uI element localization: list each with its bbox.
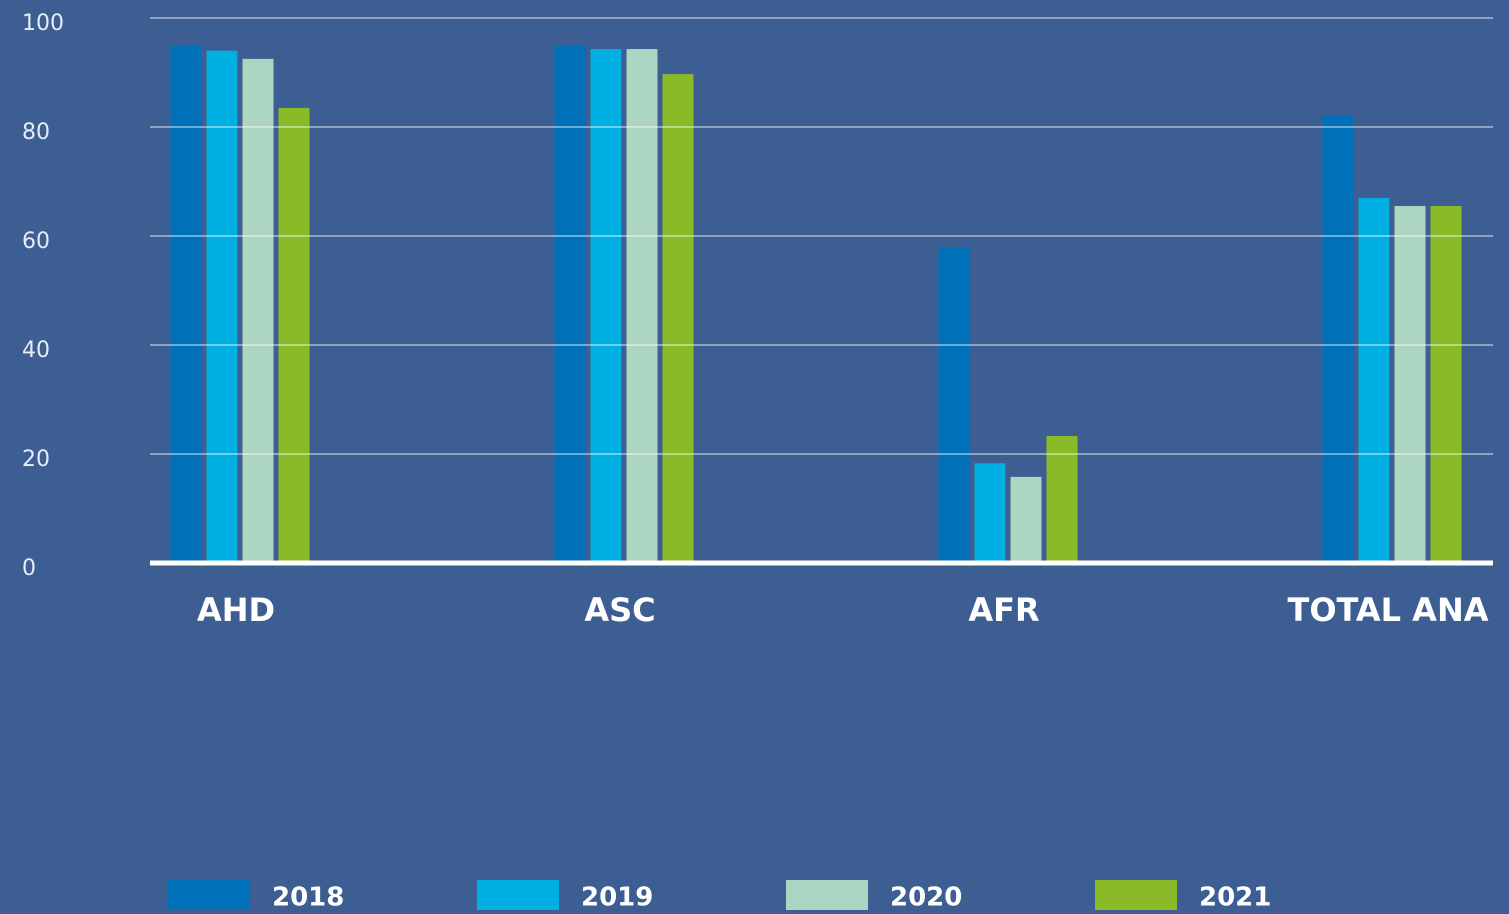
y-tick-label: 20: [22, 447, 50, 472]
legend-swatch: [168, 880, 250, 910]
bar: [242, 58, 274, 563]
bar: [974, 463, 1006, 563]
x-tick-label: ASC: [584, 591, 655, 629]
bar: [278, 107, 310, 564]
legend-label: 2020: [890, 883, 962, 913]
bar: [1322, 115, 1354, 563]
legend-swatch: [786, 880, 868, 910]
x-tick-label: TOTAL ANA: [1288, 591, 1489, 629]
y-tick-label: 0: [22, 556, 36, 581]
bar: [170, 45, 202, 563]
bar: [1394, 206, 1426, 563]
bar: [938, 247, 970, 564]
bar: [626, 49, 658, 563]
y-tick-label: 40: [22, 338, 50, 363]
bar: [1358, 197, 1390, 563]
y-tick-label: 60: [22, 229, 50, 254]
bar: [662, 74, 694, 563]
x-tick-label: AHD: [197, 591, 275, 629]
y-tick-label: 80: [22, 120, 50, 145]
legend-label: 2021: [1199, 883, 1271, 913]
bar: [554, 45, 586, 563]
legend-label: 2018: [272, 883, 344, 913]
legend-label: 2019: [581, 883, 653, 913]
x-tick-label: AFR: [968, 591, 1039, 629]
bar: [1010, 476, 1042, 563]
bar: [206, 50, 238, 563]
legend-swatch: [477, 880, 559, 910]
bar: [590, 49, 622, 563]
bar: [1046, 436, 1078, 563]
legend-swatch: [1095, 880, 1177, 910]
bar: [1430, 206, 1462, 563]
y-tick-label: 100: [22, 11, 64, 36]
